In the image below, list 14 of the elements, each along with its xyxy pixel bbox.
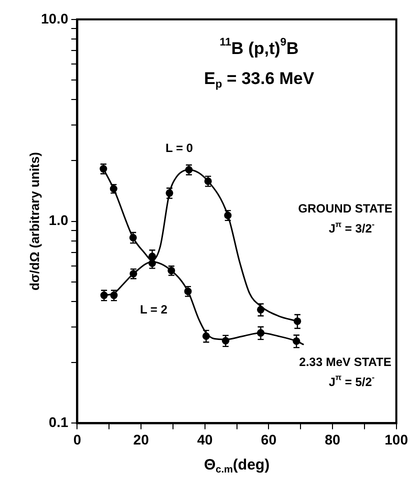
x-tick-label: 40 [197, 431, 213, 448]
y-tick-label: 10.0 [41, 10, 68, 26]
x-tick-label: 0 [73, 431, 82, 448]
annotation: L = 2 [140, 302, 168, 316]
annotation: L = 0 [166, 140, 194, 155]
annotation: GROUND STATE [298, 202, 392, 216]
x-tick-label: 80 [324, 431, 341, 448]
y-tick-label: 0.1 [48, 414, 68, 430]
x-tick-label: 60 [260, 431, 277, 448]
annotation: 2.33 MeV STATE [299, 354, 392, 369]
y-axis-title: dσ/dΩ (arbitrary units) [26, 152, 42, 291]
y-tick-label: 1.0 [48, 212, 68, 228]
x-tick-label: 20 [133, 431, 150, 448]
x-tick-label: 100 [384, 431, 408, 448]
